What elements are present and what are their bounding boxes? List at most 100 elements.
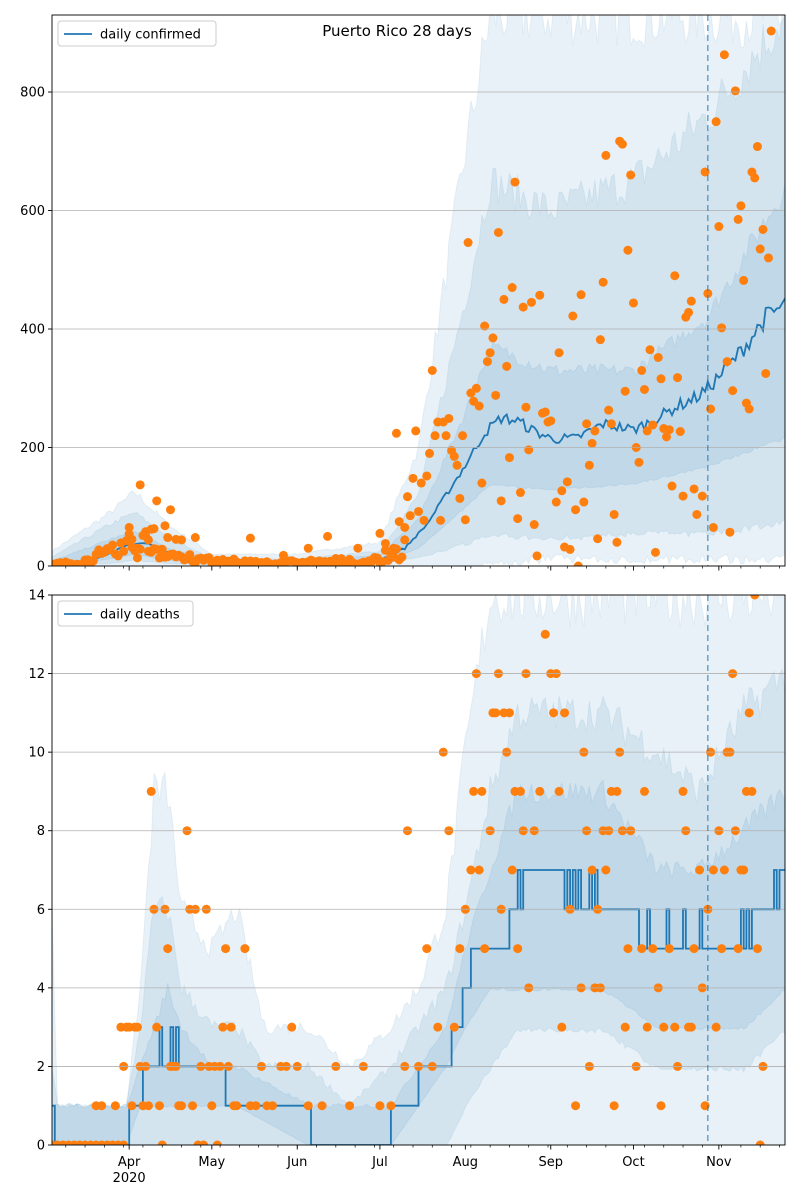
data-point [132, 553, 142, 563]
data-point [650, 547, 660, 557]
data-point [135, 480, 145, 490]
data-point [226, 1022, 236, 1032]
data-point [507, 283, 517, 293]
data-point [455, 944, 465, 954]
data-point [496, 496, 506, 506]
data-point [380, 538, 390, 548]
data-point [386, 1101, 396, 1111]
data-point [449, 1022, 459, 1032]
data-point [474, 401, 484, 411]
data-point [419, 515, 429, 525]
data-point [449, 451, 459, 461]
data-point [515, 786, 525, 796]
data-point [609, 1101, 619, 1111]
data-point [708, 522, 718, 532]
data-point [240, 944, 250, 954]
data-point [557, 486, 567, 496]
data-point [639, 384, 649, 394]
data-point [703, 288, 713, 298]
data-point [124, 522, 134, 532]
data-point [480, 321, 490, 331]
data-point [747, 786, 757, 796]
data-point [119, 1140, 129, 1145]
data-point [576, 290, 586, 300]
data-point [695, 865, 705, 875]
data-point [634, 457, 644, 467]
data-point [692, 509, 702, 519]
data-point [375, 528, 385, 538]
data-point [526, 297, 536, 307]
data-point [132, 1022, 142, 1032]
plot-area [52, 15, 785, 566]
data-point [604, 405, 614, 415]
data-point [493, 227, 503, 237]
data-point [422, 471, 432, 481]
data-point [560, 708, 570, 718]
data-point [571, 505, 581, 515]
data-point [444, 413, 454, 423]
data-point [554, 786, 564, 796]
data-point [750, 595, 760, 600]
data-point [590, 426, 600, 436]
data-point [480, 944, 490, 954]
legend-box [57, 20, 217, 47]
y-tick-label: 400 [20, 323, 45, 338]
data-point [163, 533, 173, 543]
data-point [157, 1140, 167, 1145]
data-point [532, 551, 542, 561]
data-point [502, 361, 512, 371]
data-point [626, 170, 636, 180]
data-point [648, 420, 658, 430]
data-point [573, 561, 583, 566]
data-point [513, 944, 523, 954]
data-point [628, 298, 638, 308]
data-point [499, 294, 509, 304]
axes-frame [51, 14, 786, 567]
data-point [185, 550, 195, 560]
data-point [422, 944, 432, 954]
data-point [425, 448, 435, 458]
data-point [725, 527, 735, 537]
data-point [154, 1101, 164, 1111]
data-point [119, 546, 129, 556]
data-point [623, 944, 633, 954]
data-point [761, 368, 771, 378]
data-point [755, 1140, 765, 1145]
data-point [518, 302, 528, 312]
data-point [529, 520, 539, 530]
data-point [212, 1140, 222, 1145]
data-point [744, 404, 754, 414]
data-point [303, 543, 313, 553]
data-point [645, 345, 655, 355]
data-point [670, 271, 680, 281]
data-point [485, 348, 495, 358]
data-point [733, 214, 743, 224]
data-point [587, 865, 597, 875]
data-point [397, 552, 407, 562]
data-point [427, 365, 437, 375]
data-point [568, 311, 578, 321]
data-point [697, 491, 707, 501]
y-tick-label: 8 [37, 824, 45, 839]
data-point [221, 944, 231, 954]
data-point [587, 438, 597, 448]
data-point [656, 374, 666, 384]
data-point [163, 944, 173, 954]
data-point [752, 944, 762, 954]
x-year-label: 2020 [113, 1171, 146, 1186]
data-point [414, 506, 423, 516]
data-point [245, 533, 255, 543]
data-point [755, 244, 765, 254]
data-point [551, 497, 561, 507]
data-point [623, 245, 633, 255]
data-point [606, 419, 616, 429]
data-point [689, 944, 699, 954]
data-point [593, 534, 603, 544]
figure-title: Puerto Rico 28 days [322, 22, 472, 40]
data-point [466, 865, 476, 875]
data-point [160, 521, 170, 531]
data-point [433, 1022, 443, 1032]
data-point [719, 50, 729, 60]
data-point [458, 431, 468, 441]
data-point [612, 786, 622, 796]
